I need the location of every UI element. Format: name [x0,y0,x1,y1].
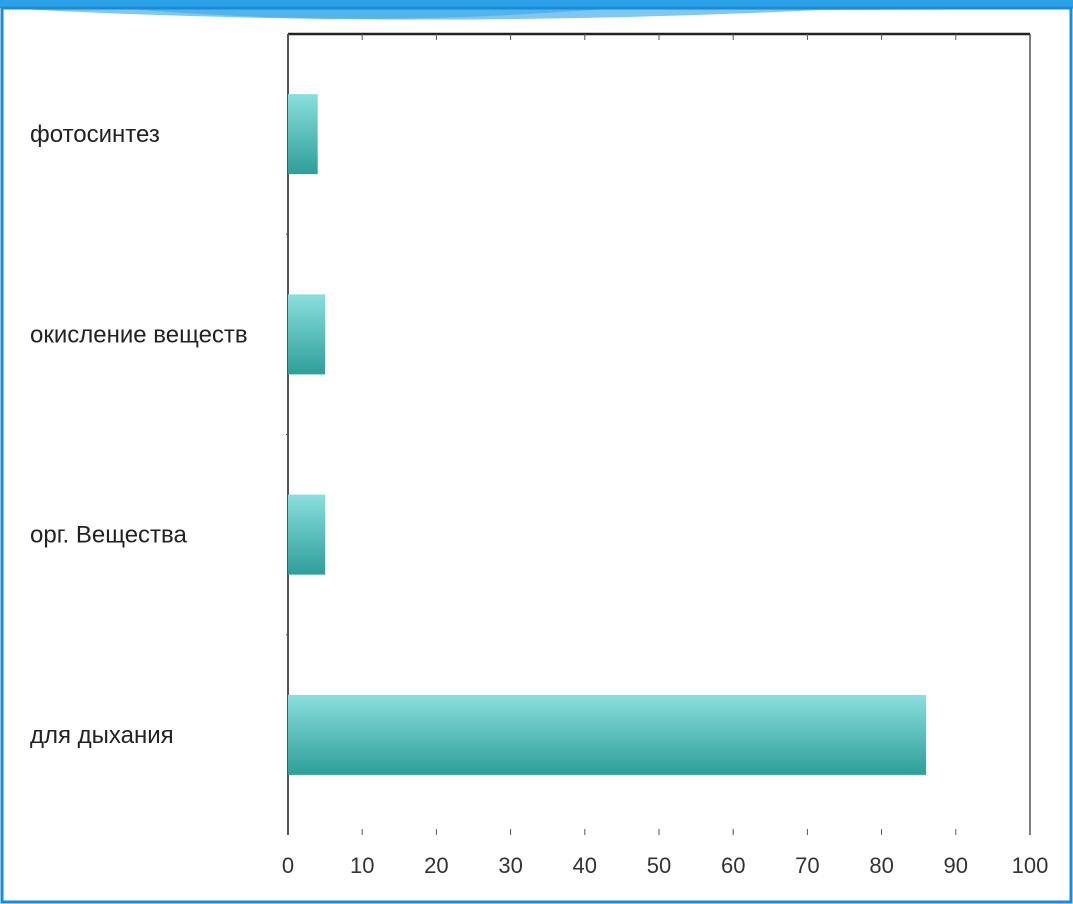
category-label: окисление веществ [30,321,248,348]
x-tick-label: 30 [498,853,522,878]
category-label: орг. Вещества [30,522,188,549]
x-tick-label: 0 [282,853,294,878]
swoosh-curve [0,8,1073,20]
slide-border [0,6,1073,904]
category-labels: фотосинтез окисление веществ орг. Вещества… [30,121,248,749]
x-tick-label: 100 [1012,853,1049,878]
x-tick-label: 90 [944,853,968,878]
bar-0 [288,94,318,175]
x-tick-label: 80 [869,853,893,878]
x-tick-label: 70 [795,853,819,878]
bar-3 [288,694,927,775]
x-tick-label: 50 [647,853,671,878]
category-label: для дыхания [30,722,174,749]
bars [288,94,927,775]
bar-2 [288,494,326,575]
x-tick-label: 10 [350,853,374,878]
bar-1 [288,294,326,375]
swoosh-band [0,0,1073,8]
x-tick-label: 60 [721,853,745,878]
header-swoosh [0,0,1073,20]
x-tick-label: 40 [573,853,597,878]
category-label: фотосинтез [30,121,160,148]
x-tick-label: 20 [424,853,448,878]
x-axis-ticks: 0 10 20 30 40 50 60 70 80 90 100 [282,34,1048,878]
